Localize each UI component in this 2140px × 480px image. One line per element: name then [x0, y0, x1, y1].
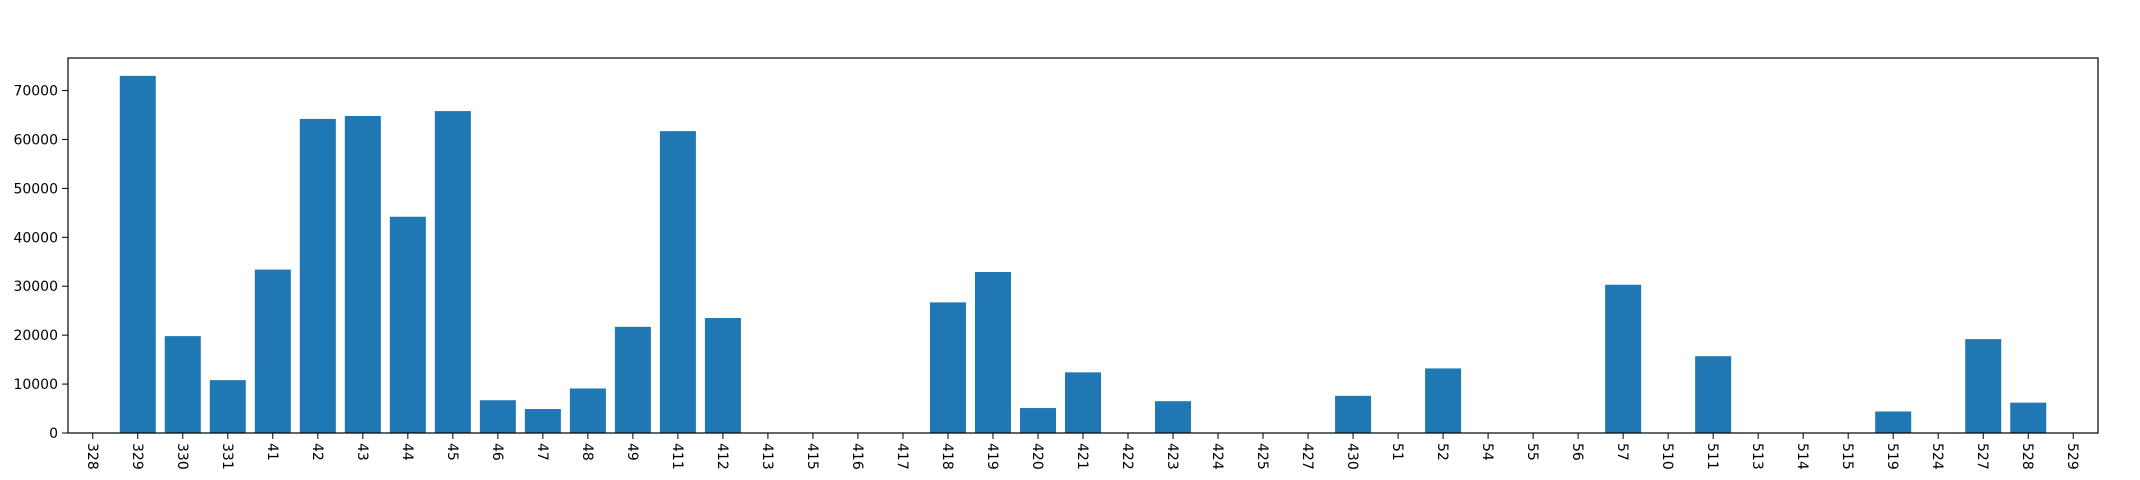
y-tick-label: 50000 — [13, 181, 58, 197]
x-axis: 328 329 330 331 41 42 43 44 45 46 47 48 49 411 412 413 4… — [84, 433, 2080, 470]
x-tick-label-47: 47 — [534, 443, 550, 461]
x-tick-label-57: 57 — [1614, 443, 1630, 461]
bar-331 — [209, 380, 246, 433]
x-tick-label-52: 52 — [1434, 443, 1450, 461]
bar-519 — [1875, 411, 1912, 433]
x-tick-label-430: 430 — [1344, 443, 1360, 470]
x-tick-label-424: 424 — [1209, 443, 1225, 470]
x-tick-label-528: 528 — [2019, 443, 2035, 470]
bar-418 — [929, 302, 966, 433]
x-tick-label-48: 48 — [579, 443, 595, 461]
x-tick-label-56: 56 — [1569, 443, 1585, 461]
y-tick-label: 0 — [49, 426, 58, 442]
bar-421 — [1064, 372, 1102, 433]
bar-41 — [254, 269, 291, 433]
bar-43 — [344, 115, 381, 434]
x-tick-label-43: 43 — [354, 443, 370, 461]
x-tick-label-55: 55 — [1524, 443, 1540, 461]
bar-411 — [659, 131, 696, 433]
plot-frame — [67, 57, 2099, 434]
x-tick-label-425: 425 — [1254, 443, 1270, 470]
bar-419 — [974, 272, 1011, 433]
y-tick-label: 10000 — [13, 377, 58, 393]
y-tick-label: 30000 — [13, 279, 58, 295]
bar-46 — [479, 400, 516, 433]
x-tick-label-415: 415 — [804, 443, 820, 470]
y-tick-label: 40000 — [13, 230, 58, 246]
bar-47 — [524, 409, 561, 433]
x-tick-label-413: 413 — [759, 443, 775, 470]
x-tick-label-54: 54 — [1479, 443, 1495, 461]
bar-44 — [389, 216, 426, 433]
x-tick-label-514: 514 — [1794, 443, 1810, 470]
bar-57 — [1605, 284, 1642, 433]
x-tick-label-42: 42 — [309, 443, 325, 461]
x-tick-label-417: 417 — [894, 443, 910, 470]
x-tick-label-418: 418 — [939, 443, 955, 470]
x-tick-label-515: 515 — [1839, 443, 1855, 470]
bar-527 — [1965, 339, 2002, 433]
bar-329 — [119, 75, 156, 433]
x-tick-label-510: 510 — [1659, 443, 1675, 470]
x-tick-label-420: 420 — [1029, 443, 1045, 470]
x-tick-label-329: 329 — [129, 443, 145, 470]
bar-430 — [1335, 395, 1372, 433]
x-tick-label-49: 49 — [624, 443, 640, 461]
bar-528 — [2010, 402, 2047, 433]
bar-48 — [569, 388, 606, 433]
bar-330 — [164, 336, 201, 433]
x-tick-label-421: 421 — [1074, 443, 1090, 470]
x-tick-label-45: 45 — [444, 443, 460, 461]
bar-412 — [704, 318, 741, 433]
bar-45 — [434, 111, 471, 434]
x-tick-label-41: 41 — [264, 443, 280, 461]
y-tick-label: 60000 — [13, 132, 58, 148]
x-tick-label-44: 44 — [399, 443, 415, 461]
bar-49 — [614, 326, 651, 433]
x-tick-label-422: 422 — [1119, 443, 1135, 470]
bar-420 — [1019, 408, 1056, 433]
x-tick-label-511: 511 — [1704, 443, 1720, 470]
x-tick-label-524: 524 — [1929, 443, 1945, 470]
x-tick-label-529: 529 — [2064, 443, 2080, 470]
y-axis: 0 10000 20000 30000 40000 50000 60000 70000 — [13, 84, 68, 442]
bars-group — [119, 75, 2047, 434]
x-tick-label-328: 328 — [84, 443, 100, 470]
x-tick-label-331: 331 — [219, 443, 235, 470]
x-tick-label-427: 427 — [1299, 443, 1315, 470]
x-tick-label-411: 411 — [669, 443, 685, 470]
x-tick-label-412: 412 — [714, 443, 730, 470]
x-tick-label-419: 419 — [984, 443, 1000, 470]
x-tick-label-527: 527 — [1974, 443, 1990, 470]
y-tick-label: 20000 — [13, 328, 58, 344]
y-tick-label: 70000 — [13, 84, 58, 100]
x-tick-label-423: 423 — [1164, 443, 1180, 470]
x-tick-label-330: 330 — [174, 443, 190, 470]
bar-423 — [1155, 401, 1192, 433]
x-tick-label-519: 519 — [1884, 443, 1900, 470]
bar-511 — [1695, 356, 1732, 433]
x-tick-label-513: 513 — [1749, 443, 1765, 470]
x-tick-label-416: 416 — [849, 443, 865, 470]
bar-42 — [299, 118, 336, 434]
x-tick-label-46: 46 — [489, 443, 505, 461]
x-tick-label-51: 51 — [1389, 443, 1405, 461]
bar-52 — [1425, 368, 1462, 433]
